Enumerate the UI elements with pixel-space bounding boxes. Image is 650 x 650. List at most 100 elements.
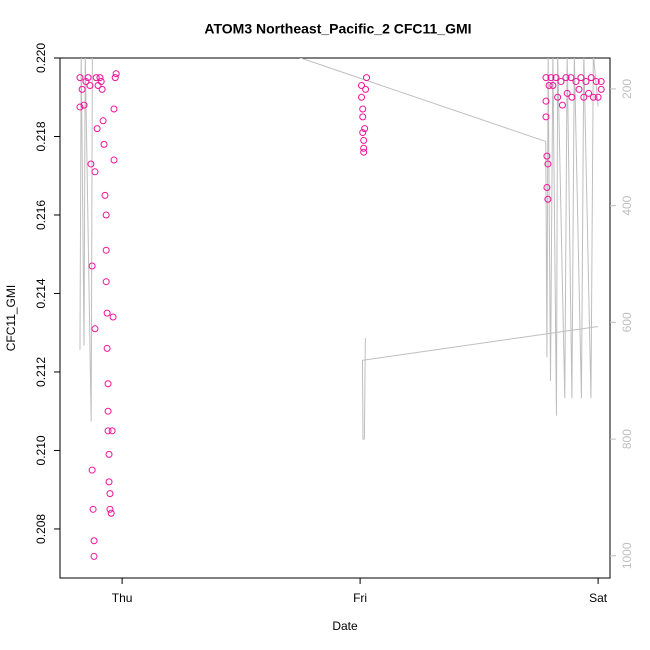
x-tick-label: Fri xyxy=(353,591,367,605)
point xyxy=(597,85,605,93)
x-tick-label: Sat xyxy=(589,591,608,605)
y2-tick-label: 800 xyxy=(620,429,634,449)
y-tick-label: 0.220 xyxy=(34,43,48,73)
y2-tick-label: 400 xyxy=(620,195,634,215)
point xyxy=(78,85,86,93)
point xyxy=(104,427,112,435)
point xyxy=(88,466,96,474)
point xyxy=(84,74,92,82)
point xyxy=(76,103,84,111)
point xyxy=(589,93,597,101)
point xyxy=(360,136,368,144)
y-axis-label: CFC11_GMI xyxy=(4,285,18,351)
point xyxy=(100,140,108,148)
point xyxy=(80,101,88,109)
point xyxy=(544,195,552,203)
point xyxy=(90,552,98,560)
point xyxy=(542,97,550,105)
point xyxy=(582,78,590,86)
point xyxy=(112,70,120,78)
point xyxy=(101,191,109,199)
point xyxy=(557,78,565,86)
point xyxy=(359,105,367,113)
point xyxy=(111,74,119,82)
point xyxy=(105,478,113,486)
point xyxy=(104,380,112,388)
y2-tick-label: 600 xyxy=(620,312,634,332)
point xyxy=(89,505,97,513)
point xyxy=(92,74,100,82)
point xyxy=(549,81,557,89)
point xyxy=(360,148,368,156)
point xyxy=(594,93,602,101)
point xyxy=(577,74,585,82)
point xyxy=(592,78,600,86)
y-tick-label: 0.218 xyxy=(34,121,48,151)
point xyxy=(104,407,112,415)
point xyxy=(103,309,111,317)
point xyxy=(93,125,101,133)
point xyxy=(547,74,555,82)
y2-tick-label: 1000 xyxy=(620,542,634,569)
point xyxy=(358,81,366,89)
point xyxy=(106,490,114,498)
point xyxy=(105,450,113,458)
point xyxy=(558,101,566,109)
point xyxy=(543,152,551,160)
point xyxy=(108,427,116,435)
point xyxy=(359,129,367,137)
point xyxy=(580,93,588,101)
point xyxy=(358,93,366,101)
point xyxy=(568,93,576,101)
point xyxy=(82,78,90,86)
point xyxy=(96,74,104,82)
point xyxy=(87,160,95,168)
point xyxy=(545,81,553,89)
plot-frame xyxy=(59,57,611,579)
point xyxy=(544,160,552,168)
chart-title: ATOM3 Northeast_Pacific_2 CFC11_GMI xyxy=(204,21,471,37)
point xyxy=(543,184,551,192)
y-tick-label: 0.212 xyxy=(34,357,48,387)
y-tick-label: 0.216 xyxy=(34,200,48,230)
point xyxy=(91,325,99,333)
point xyxy=(88,262,96,270)
point xyxy=(362,85,370,93)
point xyxy=(552,74,560,82)
x-tick-label: Thu xyxy=(112,591,133,605)
point xyxy=(102,211,110,219)
y-tick-label: 0.214 xyxy=(34,278,48,308)
point xyxy=(97,78,105,86)
point xyxy=(361,125,369,133)
x-axis-label: Date xyxy=(332,619,358,633)
point xyxy=(99,117,107,125)
point xyxy=(562,74,570,82)
y-tick-label: 0.208 xyxy=(34,514,48,544)
point xyxy=(103,344,111,352)
point xyxy=(587,74,595,82)
point xyxy=(107,509,115,517)
point xyxy=(109,313,117,321)
point xyxy=(102,278,110,286)
point xyxy=(91,168,99,176)
point xyxy=(76,74,84,82)
point xyxy=(563,89,571,97)
y2-tick-label: 200 xyxy=(620,79,634,99)
point xyxy=(98,85,106,93)
point xyxy=(363,74,371,82)
point xyxy=(102,246,110,254)
point xyxy=(554,93,562,101)
plot-area xyxy=(76,58,605,560)
y-tick-label: 0.210 xyxy=(34,435,48,465)
line xyxy=(79,58,599,440)
point xyxy=(360,144,368,152)
point xyxy=(585,89,593,97)
point xyxy=(542,113,550,121)
point xyxy=(567,74,575,82)
point xyxy=(86,81,94,89)
point xyxy=(110,156,118,164)
point xyxy=(572,78,580,86)
point xyxy=(542,74,550,82)
point xyxy=(575,85,583,93)
